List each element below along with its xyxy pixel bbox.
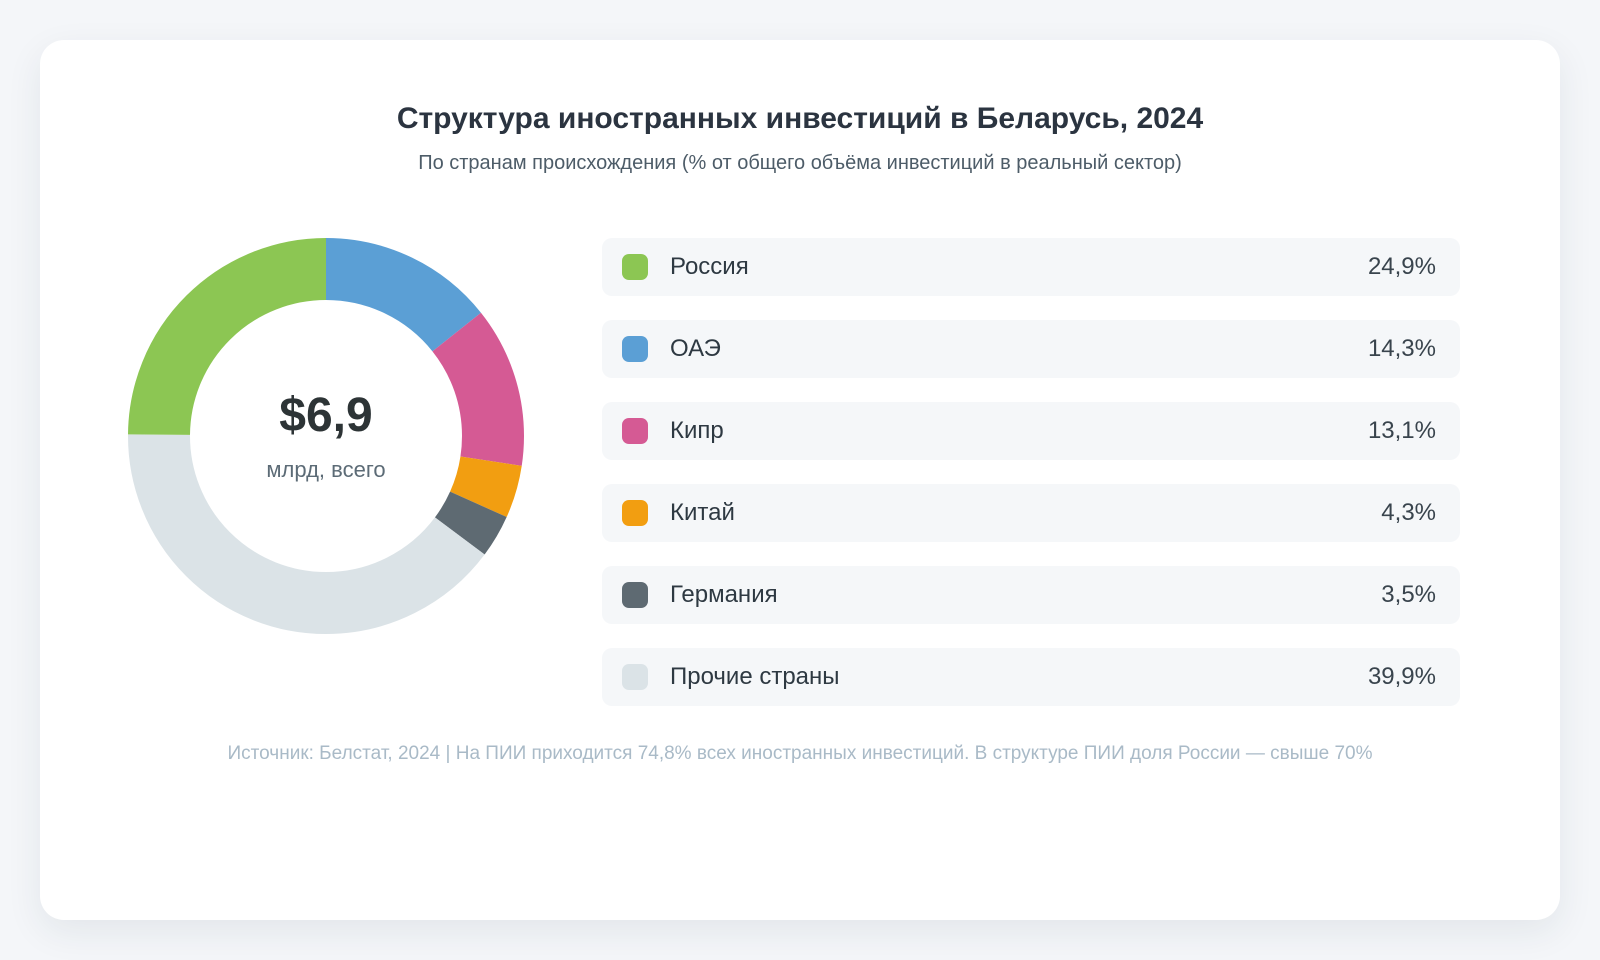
legend-country-label: Кипр xyxy=(670,417,724,444)
legend-color-swatch xyxy=(622,582,648,608)
page-subtitle: По странам происхождения (% от общего об… xyxy=(418,152,1182,174)
infographic-card: Структура иностранных инвестиций в Белар… xyxy=(40,40,1560,920)
legend-country-label: Прочие страны xyxy=(670,663,840,690)
page-title: Структура иностранных инвестиций в Белар… xyxy=(396,102,1204,135)
legend-percent-value: 24,9% xyxy=(1367,253,1436,280)
legend-percent-value: 4,3% xyxy=(1381,499,1436,526)
donut-chart-svg xyxy=(128,238,524,634)
legend-row: Россия 24,9% xyxy=(602,238,1460,296)
donut-segment-ОАЭ xyxy=(128,238,524,634)
legend-percent-value: 3,5% xyxy=(1381,581,1436,608)
donut-chart: $6,9 млрд, всего xyxy=(128,238,524,634)
legend-country-label: Германия xyxy=(670,581,778,608)
donut-segment-Прочие страны xyxy=(128,238,524,634)
legend-color-swatch xyxy=(622,254,648,280)
legend-percent-value: 14,3% xyxy=(1367,335,1436,362)
legend-row: Германия 3,5% xyxy=(602,566,1460,624)
legend-color-swatch xyxy=(622,664,648,690)
legend-row: ОАЭ 14,3% xyxy=(602,320,1460,378)
legend-color-swatch xyxy=(622,336,648,362)
legend-color-swatch xyxy=(622,500,648,526)
legend-row: Прочие страны 39,9% xyxy=(602,648,1460,706)
legend-row: Кипр 13,1% xyxy=(602,402,1460,460)
source-footnote: Источник: Белстат, 2024 | На ПИИ приходи… xyxy=(227,743,1373,764)
legend-row: Китай 4,3% xyxy=(602,484,1460,542)
legend-country-label: Китай xyxy=(670,499,735,526)
legend-country-label: Россия xyxy=(670,253,749,280)
legend-color-swatch xyxy=(622,418,648,444)
legend: Россия 24,9% ОАЭ 14,3% Кипр 13,1% Китай … xyxy=(602,238,1460,706)
chart-and-legend-row: $6,9 млрд, всего Россия 24,9% ОАЭ 14,3% … xyxy=(40,238,1560,706)
legend-percent-value: 13,1% xyxy=(1367,417,1436,444)
donut-segment-Кипр xyxy=(128,238,524,634)
legend-country-label: ОАЭ xyxy=(670,335,721,362)
legend-percent-value: 39,9% xyxy=(1367,663,1436,690)
